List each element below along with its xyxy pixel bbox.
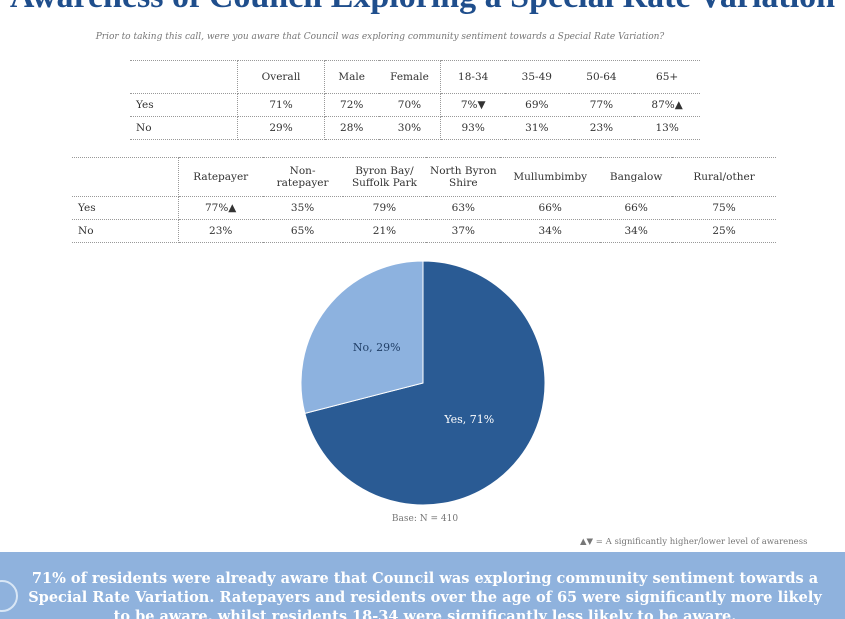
- header-line: ratepayer: [276, 177, 329, 189]
- column-header: 18-34: [440, 60, 505, 94]
- table-cell: 21%: [342, 219, 427, 243]
- survey-question: Prior to taking this call, were you awar…: [95, 32, 665, 42]
- table-row: No 29% 28% 30% 93% 31% 23% 13%: [130, 116, 700, 140]
- table-cell: 63%: [426, 196, 501, 220]
- table-row: Yes 71% 72% 70% 7%▼ 69% 77% 87%▲: [130, 93, 700, 117]
- table-cell: 66%: [600, 196, 673, 220]
- corner-cell: [72, 157, 179, 197]
- column-header: Female: [378, 60, 442, 94]
- table-cell: 7%▼: [440, 93, 505, 117]
- pie-label-no: No, 29%: [353, 341, 401, 354]
- row-label: Yes: [72, 196, 179, 220]
- header-row: Ratepayer Non-ratepayer Byron Bay/Suffolk …: [72, 157, 776, 197]
- row-label: No: [130, 116, 239, 140]
- header-line: Bangalow: [609, 171, 663, 183]
- table-cell: 77%: [568, 93, 635, 117]
- table-cell: 77%▲: [178, 196, 263, 220]
- demographics-table: Overall Male Female 18-34 35-49 50-64 65+ Yes 71…: [130, 60, 700, 140]
- table-cell: 31%: [505, 116, 569, 140]
- pie-slice-yes: [304, 260, 546, 506]
- column-header: 50-64: [568, 60, 635, 94]
- table-cell: 29%: [237, 116, 325, 140]
- column-header: Rural/other: [672, 157, 776, 197]
- column-header: 35-49: [505, 60, 569, 94]
- base-note: Base: N = 410: [391, 514, 459, 524]
- header-line: Shire: [449, 177, 478, 189]
- header-line: Ratepayer: [193, 171, 249, 183]
- header-row: Overall Male Female 18-34 35-49 50-64 65+: [130, 60, 700, 94]
- table-cell: 25%: [672, 219, 776, 243]
- table-cell: 79%: [342, 196, 427, 220]
- table-cell: 71%: [237, 93, 325, 117]
- header-line: Rural/other: [693, 171, 755, 183]
- table-cell: 28%: [324, 116, 379, 140]
- header-line: Byron Bay/: [355, 165, 414, 177]
- pie-slice-no: [300, 260, 424, 414]
- table-cell: 23%: [568, 116, 635, 140]
- header-line: Suffolk Park: [351, 177, 417, 189]
- table-cell: 93%: [440, 116, 505, 140]
- pie-label-yes: Yes, 71%: [443, 413, 494, 426]
- awareness-pie-chart: Yes, 71% No, 29%: [300, 260, 546, 506]
- row-label: Yes: [130, 93, 239, 117]
- column-header: Byron Bay/Suffolk Park: [342, 157, 427, 197]
- column-header: Mullumbimby: [500, 157, 601, 197]
- header-line: North Byron: [430, 165, 497, 177]
- table-row: Yes 77%▲ 35% 79% 63% 66% 66% 75%: [72, 196, 776, 220]
- column-header: 65+: [634, 60, 700, 94]
- table-row: No 23% 65% 21% 37% 34% 34% 25%: [72, 219, 776, 243]
- table-cell: 65%: [262, 219, 343, 243]
- table-cell: 34%: [500, 219, 601, 243]
- column-header: Male: [324, 60, 379, 94]
- table-cell: 75%: [672, 196, 776, 220]
- significance-note: ▲▼ = A significantly higher/lower level …: [580, 537, 808, 547]
- header-line: Non-: [289, 165, 316, 177]
- table-cell: 35%: [262, 196, 343, 220]
- table-cell: 30%: [378, 116, 442, 140]
- table-cell: 34%: [600, 219, 673, 243]
- table-cell: 66%: [500, 196, 601, 220]
- column-header: Overall: [237, 60, 325, 94]
- circle-logo-icon: [0, 580, 18, 612]
- page-title: Awareness of Council Exploring a Special…: [0, 0, 845, 18]
- column-header: Non-ratepayer: [262, 157, 343, 197]
- table-cell: 13%: [634, 116, 700, 140]
- ratepayer-area-table: Ratepayer Non-ratepayer Byron Bay/Suffolk …: [72, 157, 776, 243]
- table-cell: 87%▲: [634, 93, 700, 117]
- table-cell: 37%: [426, 219, 501, 243]
- corner-cell: [130, 60, 239, 94]
- table-cell: 69%: [505, 93, 569, 117]
- table-cell: 23%: [178, 219, 263, 243]
- table-cell: 72%: [324, 93, 379, 117]
- summary-text: 71% of residents were already aware that…: [28, 570, 822, 619]
- row-label: No: [72, 219, 179, 243]
- header-line: Mullumbimby: [513, 171, 588, 183]
- column-header: North Byron Shire: [426, 157, 501, 197]
- column-header: Bangalow: [600, 157, 673, 197]
- summary-banner: 71% of residents were already aware that…: [0, 552, 845, 619]
- column-header: Ratepayer: [178, 157, 263, 197]
- table-cell: 70%: [378, 93, 442, 117]
